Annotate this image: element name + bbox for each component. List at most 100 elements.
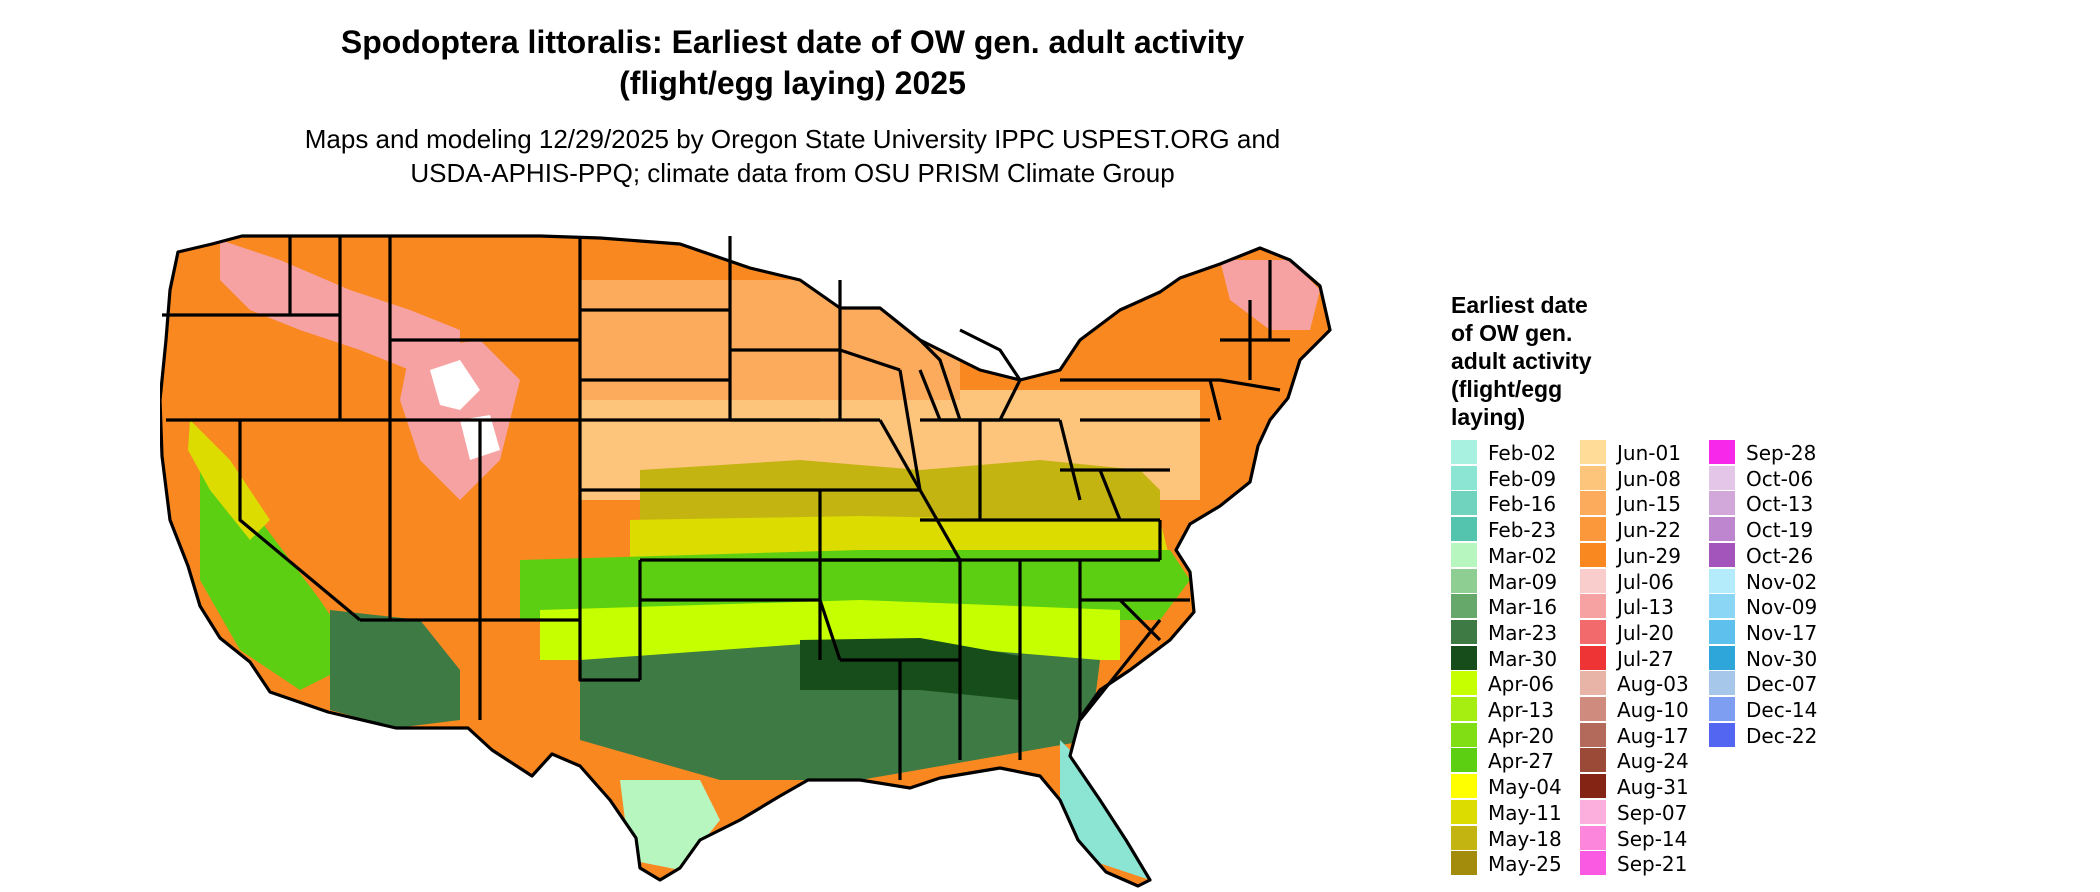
legend-label: Feb-23 — [1488, 518, 1557, 543]
legend-swatch — [1451, 517, 1477, 542]
border-new-mexico — [578, 620, 640, 682]
legend-item: Dec-07 — [1709, 671, 1834, 697]
legend-label: Nov-02 — [1746, 569, 1818, 594]
legend-label: Jun-01 — [1617, 441, 1681, 465]
legend-swatch — [1451, 697, 1477, 721]
legend-title-line-1: Earliest date — [1451, 292, 1588, 318]
legend-item: Jun-22 — [1580, 517, 1705, 543]
legend-swatch — [1709, 517, 1735, 542]
border-alabama-georgia — [1018, 560, 1162, 760]
legend-item: Aug-24 — [1580, 748, 1705, 774]
legend-swatch — [1451, 671, 1477, 696]
legend-swatch — [1580, 671, 1606, 696]
legend-swatch — [1580, 465, 1606, 490]
band-olive — [640, 460, 1160, 530]
legend-label: Apr-06 — [1488, 672, 1554, 697]
legend-label: Aug-10 — [1617, 698, 1689, 722]
legend-label: Mar-30 — [1488, 646, 1558, 671]
legend-item: Oct-06 — [1709, 465, 1834, 492]
legend-item: Sep-07 — [1580, 799, 1705, 826]
legend-label: Sep-07 — [1617, 800, 1688, 825]
legend-item: Jun-15 — [1580, 491, 1705, 517]
legend-label: May-25 — [1488, 852, 1562, 877]
legend-label: Mar-02 — [1488, 543, 1558, 568]
legend-label: May-04 — [1488, 775, 1562, 800]
map-title: Spodoptera littoralis: Earliest date of … — [0, 22, 1585, 104]
legend-item: Apr-13 — [1451, 697, 1576, 723]
legend-swatch — [1451, 440, 1477, 464]
legend-title-line-5: laying) — [1451, 404, 1526, 430]
map-subtitle: Maps and modeling 12/29/2025 by Oregon S… — [0, 122, 1585, 190]
legend-item: Nov-02 — [1709, 568, 1834, 595]
legend-item: Oct-13 — [1709, 491, 1834, 517]
legend-swatch — [1451, 851, 1477, 876]
legend-swatch — [1580, 722, 1606, 747]
legend-item: Aug-03 — [1580, 671, 1705, 697]
legend-swatch — [1451, 619, 1477, 644]
band-arizona-dark — [330, 610, 460, 728]
legend-label: Oct-13 — [1746, 492, 1814, 517]
border-nevada — [238, 420, 392, 622]
legend-item: Jun-01 — [1580, 440, 1705, 466]
legend-item: Feb-02 — [1451, 440, 1576, 466]
legend-title: Earliest date of OW gen. adult activity … — [1451, 291, 1592, 431]
legend-label: Jun-29 — [1617, 543, 1681, 568]
band-central-valley — [188, 420, 270, 540]
map-subtitle-line-2: USDA-APHIS-PPQ; climate data from OSU PR… — [410, 158, 1175, 188]
legend-label: Nov-09 — [1746, 595, 1818, 620]
legend-label: Dec-14 — [1746, 698, 1818, 722]
legend-item: Mar-30 — [1451, 645, 1576, 672]
legend-label: Dec-22 — [1746, 723, 1818, 748]
legend-item: Oct-19 — [1709, 517, 1834, 543]
legend-swatch — [1580, 619, 1606, 644]
legend-label: Mar-09 — [1488, 569, 1558, 594]
legend-label: Mar-23 — [1488, 620, 1558, 645]
legend-label: Oct-19 — [1746, 518, 1814, 543]
legend-label: Jun-22 — [1617, 518, 1681, 543]
legend-item: Mar-16 — [1451, 594, 1576, 620]
legend-label: Oct-06 — [1746, 466, 1814, 491]
legend-label: Jul-27 — [1617, 646, 1674, 671]
legend-item: Nov-17 — [1709, 619, 1834, 646]
legend-item: May-25 — [1451, 851, 1576, 877]
legend-swatch — [1709, 491, 1735, 516]
border-wisconsin-illinois — [839, 348, 922, 491]
legend-swatch — [1709, 671, 1735, 696]
border-louisiana-mississippi — [840, 560, 962, 780]
legend-item: Feb-09 — [1451, 465, 1576, 492]
legend-item: Sep-21 — [1580, 851, 1705, 877]
legend-item: Apr-20 — [1451, 722, 1576, 749]
border-michigan — [959, 328, 1022, 422]
legend-item: Feb-16 — [1451, 491, 1576, 517]
legend-label: Jul-13 — [1617, 595, 1674, 620]
legend-swatch — [1580, 825, 1606, 850]
map-subtitle-line-1: Maps and modeling 12/29/2025 by Oregon S… — [304, 124, 1281, 154]
legend-swatch — [1580, 440, 1606, 464]
legend-label: Dec-07 — [1746, 672, 1818, 697]
legend-label: Aug-03 — [1617, 672, 1689, 697]
legend-item: Aug-10 — [1580, 697, 1705, 723]
legend-swatch — [1451, 722, 1477, 747]
band-green — [520, 550, 1190, 620]
legend-label: Mar-16 — [1488, 595, 1558, 620]
legend-swatch — [1580, 491, 1606, 516]
legend-label: May-11 — [1488, 800, 1562, 825]
us-outline — [160, 234, 1332, 888]
legend-swatch — [1709, 697, 1735, 721]
legend-label: Feb-02 — [1488, 441, 1557, 465]
band-deep-south — [800, 638, 1020, 700]
legend-item: Dec-14 — [1709, 697, 1834, 723]
legend-label: Jul-06 — [1617, 569, 1674, 594]
legend-swatch — [1709, 722, 1735, 747]
legend-item: Jul-27 — [1580, 645, 1705, 672]
legend-item: Jun-08 — [1580, 465, 1705, 492]
legend-label: Sep-28 — [1746, 441, 1817, 465]
border-virginia-westvirginia — [1060, 468, 1170, 521]
legend-title-line-2: of OW gen. — [1451, 320, 1573, 346]
legend-label: Sep-14 — [1617, 826, 1688, 851]
legend-item: Jul-20 — [1580, 619, 1705, 646]
legend-swatch — [1451, 465, 1477, 490]
legend-swatch — [1580, 517, 1606, 542]
legend-label: Aug-24 — [1617, 749, 1689, 774]
border-utah-colorado — [390, 236, 582, 620]
